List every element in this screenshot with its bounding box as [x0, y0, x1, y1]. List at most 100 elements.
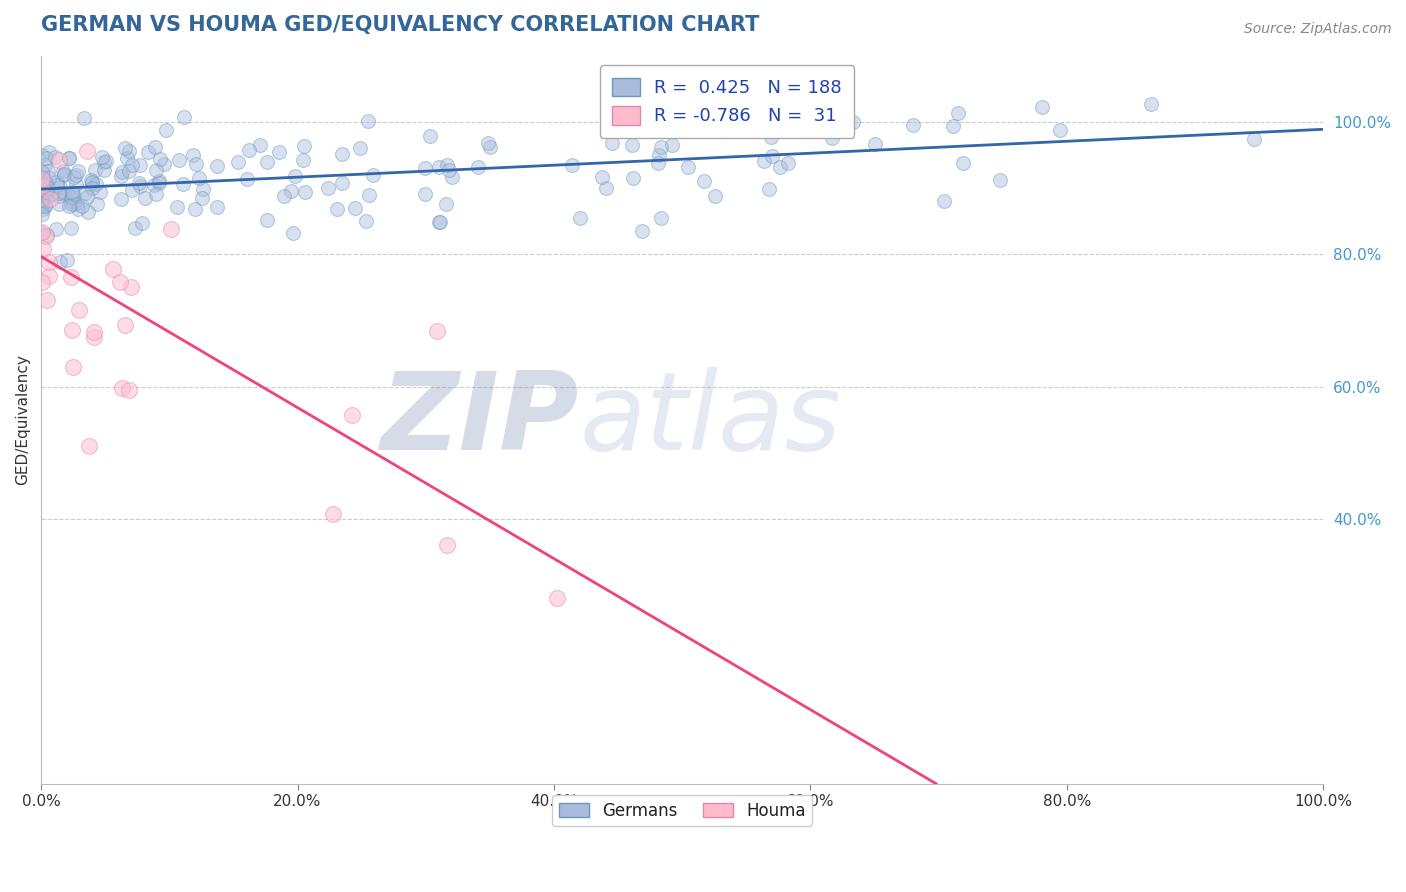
Point	[356, 113, 378, 128]
Point	[942, 119, 965, 133]
Point	[145, 186, 167, 201]
Legend: Germans, Houma: Germans, Houma	[553, 795, 813, 826]
Point	[322, 507, 344, 521]
Point	[281, 226, 304, 240]
Point	[37, 181, 59, 195]
Point	[120, 280, 142, 294]
Point	[776, 156, 799, 170]
Point	[226, 155, 249, 169]
Point	[31, 207, 53, 221]
Point	[66, 195, 89, 210]
Point	[90, 150, 112, 164]
Point	[75, 186, 97, 200]
Point	[58, 199, 80, 213]
Text: Source: ZipAtlas.com: Source: ZipAtlas.com	[1244, 22, 1392, 37]
Point	[294, 186, 316, 200]
Point	[166, 200, 188, 214]
Point	[630, 224, 652, 238]
Text: atlas: atlas	[579, 368, 842, 473]
Point	[128, 176, 150, 190]
Point	[63, 169, 86, 184]
Point	[236, 172, 259, 186]
Point	[46, 175, 69, 189]
Point	[136, 145, 159, 159]
Point	[35, 293, 58, 307]
Point	[34, 158, 56, 172]
Point	[89, 185, 111, 199]
Point	[359, 188, 381, 202]
Point	[82, 181, 104, 195]
Point	[35, 177, 58, 191]
Point	[34, 185, 56, 199]
Point	[38, 145, 60, 159]
Point	[66, 202, 89, 216]
Point	[429, 215, 451, 229]
Point	[65, 169, 87, 183]
Point	[45, 178, 67, 192]
Point	[121, 183, 143, 197]
Point	[44, 150, 66, 164]
Point	[83, 329, 105, 343]
Point	[205, 200, 228, 214]
Point	[349, 141, 371, 155]
Point	[901, 118, 924, 132]
Point	[35, 229, 58, 244]
Point	[60, 323, 83, 337]
Point	[761, 149, 783, 163]
Point	[467, 161, 489, 175]
Point	[440, 169, 463, 184]
Point	[77, 204, 100, 219]
Point	[65, 177, 87, 191]
Point	[83, 162, 105, 177]
Point	[650, 211, 672, 226]
Point	[568, 211, 591, 226]
Point	[280, 184, 302, 198]
Point	[153, 157, 176, 171]
Point	[108, 275, 131, 289]
Point	[413, 187, 436, 202]
Point	[62, 360, 84, 375]
Point	[752, 153, 775, 168]
Point	[759, 129, 782, 144]
Point	[128, 158, 150, 172]
Point	[31, 193, 53, 207]
Point	[62, 187, 84, 202]
Point	[35, 151, 58, 165]
Point	[600, 136, 623, 150]
Point	[86, 197, 108, 211]
Point	[184, 157, 207, 171]
Point	[190, 191, 212, 205]
Point	[34, 190, 56, 204]
Point	[733, 110, 755, 124]
Point	[118, 383, 141, 397]
Point	[31, 188, 53, 202]
Point	[114, 141, 136, 155]
Point	[561, 158, 583, 172]
Point	[84, 178, 107, 192]
Point	[647, 156, 669, 170]
Point	[37, 163, 59, 178]
Point	[143, 140, 166, 154]
Point	[48, 153, 70, 168]
Point	[82, 176, 104, 190]
Point	[67, 164, 90, 178]
Point	[952, 155, 974, 169]
Point	[31, 225, 53, 239]
Point	[111, 381, 134, 395]
Point	[267, 145, 290, 159]
Point	[35, 228, 58, 243]
Point	[477, 136, 499, 150]
Point	[31, 147, 53, 161]
Point	[70, 199, 93, 213]
Point	[142, 178, 165, 192]
Point	[48, 186, 70, 200]
Point	[704, 189, 727, 203]
Point	[758, 182, 780, 196]
Point	[31, 202, 53, 216]
Point	[48, 180, 70, 194]
Point	[39, 192, 62, 206]
Point	[842, 115, 865, 129]
Point	[191, 182, 214, 196]
Point	[53, 186, 76, 200]
Point	[932, 194, 955, 209]
